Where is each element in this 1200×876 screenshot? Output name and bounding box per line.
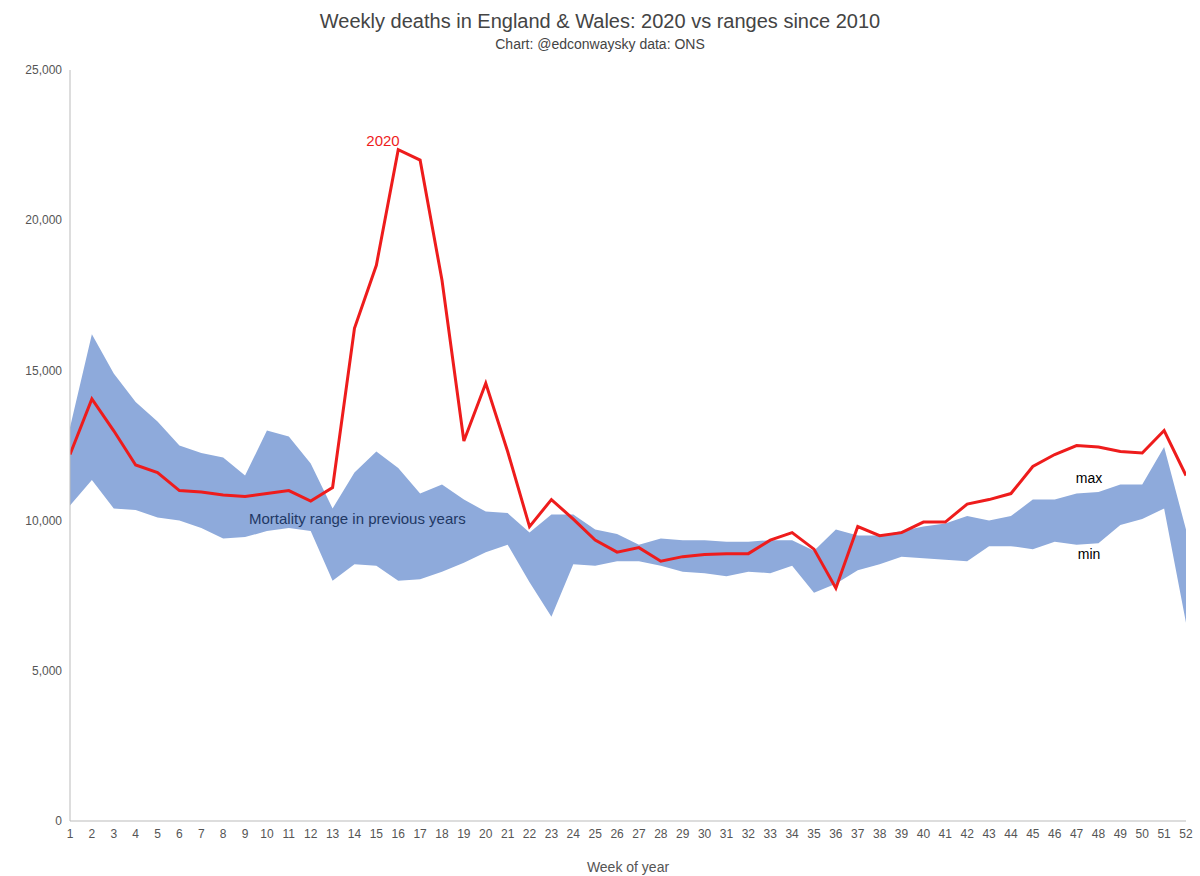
- svg-text:10: 10: [260, 827, 274, 841]
- svg-text:3: 3: [110, 827, 117, 841]
- svg-text:5: 5: [154, 827, 161, 841]
- svg-text:8: 8: [220, 827, 227, 841]
- html-text:Mortality range in previous ye: Mortality range in previous years: [249, 509, 466, 527]
- svg-text:48: 48: [1092, 827, 1106, 841]
- html-text:2020: 2020: [366, 131, 400, 149]
- svg-text:46: 46: [1048, 827, 1062, 841]
- svg-text:33: 33: [764, 827, 778, 841]
- svg-text:25: 25: [588, 827, 602, 841]
- svg-text:50: 50: [1136, 827, 1150, 841]
- svg-text:27: 27: [632, 827, 646, 841]
- svg-text:2: 2: [89, 827, 96, 841]
- svg-text:11: 11: [283, 827, 296, 841]
- svg-text:26: 26: [610, 827, 624, 841]
- svg-text:Week of year: Week of year: [587, 859, 670, 875]
- svg-text:35: 35: [807, 827, 821, 841]
- svg-text:39: 39: [895, 827, 909, 841]
- svg-text:28: 28: [654, 827, 668, 841]
- svg-text:15: 15: [370, 827, 384, 841]
- svg-text:10,000: 10,000: [25, 514, 62, 528]
- svg-text:5,000: 5,000: [32, 664, 62, 678]
- svg-text:38: 38: [873, 827, 887, 841]
- svg-text:30: 30: [698, 827, 712, 841]
- svg-text:4: 4: [132, 827, 139, 841]
- svg-text:20: 20: [479, 827, 493, 841]
- svg-text:51: 51: [1157, 827, 1171, 841]
- svg-text:42: 42: [960, 827, 974, 841]
- svg-text:29: 29: [676, 827, 690, 841]
- svg-text:34: 34: [785, 827, 799, 841]
- svg-text:37: 37: [851, 827, 865, 841]
- svg-text:17: 17: [413, 827, 427, 841]
- svg-text:6: 6: [176, 827, 183, 841]
- svg-text:43: 43: [982, 827, 996, 841]
- svg-text:14: 14: [348, 827, 362, 841]
- svg-text:0: 0: [55, 814, 62, 828]
- svg-text:41: 41: [939, 827, 953, 841]
- svg-text:21: 21: [501, 827, 515, 841]
- svg-text:45: 45: [1026, 827, 1040, 841]
- svg-text:23: 23: [545, 827, 559, 841]
- svg-text:25,000: 25,000: [25, 63, 62, 77]
- svg-text:32: 32: [742, 827, 756, 841]
- svg-text:13: 13: [326, 827, 340, 841]
- svg-text:44: 44: [1004, 827, 1018, 841]
- html-text:Chart: @edconwaysky data: ONS: Chart: @edconwaysky data: ONS: [495, 36, 705, 52]
- svg-text:47: 47: [1070, 827, 1084, 841]
- svg-text:36: 36: [829, 827, 843, 841]
- svg-text:15,000: 15,000: [25, 364, 62, 378]
- svg-text:12: 12: [304, 827, 318, 841]
- svg-text:22: 22: [523, 827, 537, 841]
- svg-text:24: 24: [567, 827, 581, 841]
- svg-text:16: 16: [392, 827, 406, 841]
- html-text:max: max: [1075, 470, 1103, 486]
- svg-text:49: 49: [1114, 827, 1128, 841]
- svg-text:9: 9: [242, 827, 249, 841]
- svg-text:7: 7: [198, 827, 205, 841]
- svg-text:20,000: 20,000: [25, 213, 62, 227]
- svg-text:40: 40: [917, 827, 931, 841]
- html-text:min: min: [1077, 546, 1101, 562]
- svg-text:18: 18: [435, 827, 449, 841]
- html-text:Weekly deaths in England & Wal: Weekly deaths in England & Wales: 2020 v…: [319, 10, 881, 32]
- svg-text:52: 52: [1179, 827, 1192, 841]
- svg-text:19: 19: [457, 827, 471, 841]
- svg-text:1: 1: [67, 827, 74, 841]
- svg-text:31: 31: [720, 827, 734, 841]
